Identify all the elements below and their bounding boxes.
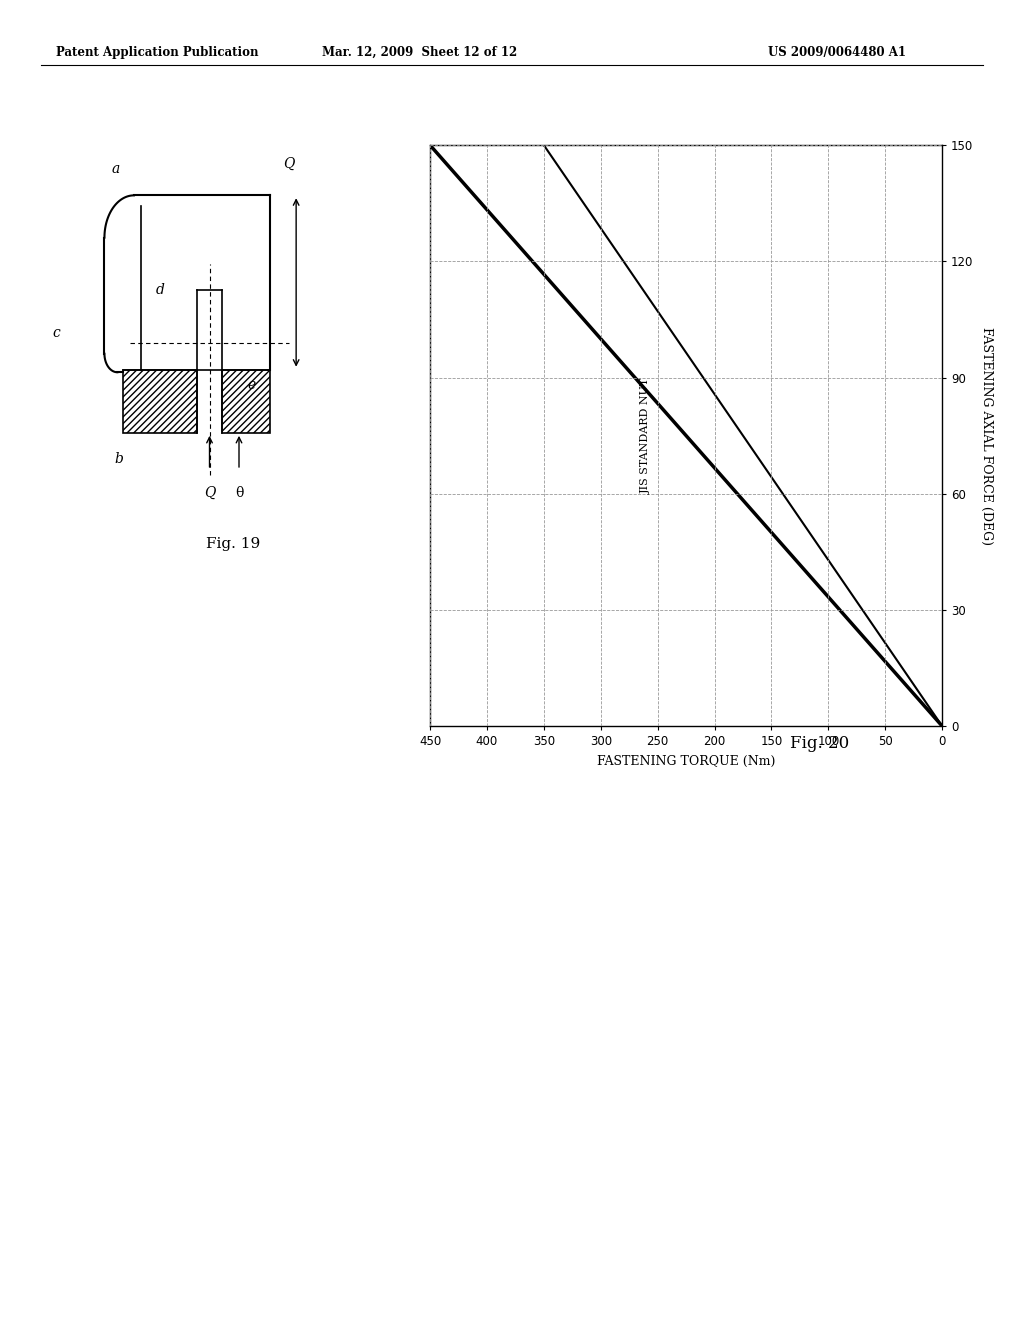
Text: θ: θ [234,486,243,500]
Text: a: a [112,162,120,176]
Text: d: d [156,284,164,297]
Text: Q: Q [283,157,295,170]
Text: Fig. 19: Fig. 19 [207,537,260,550]
X-axis label: FASTENING TORQUE (Nm): FASTENING TORQUE (Nm) [597,755,775,768]
Text: c: c [52,326,60,339]
Bar [222,370,270,433]
Text: JIS STANDARD NUT: JIS STANDARD NUT [641,378,651,494]
Text: Q: Q [204,486,215,500]
Bar [123,370,197,433]
Text: Patent Application Publication: Patent Application Publication [56,46,259,59]
Y-axis label: FASTENING AXIAL FORCE (DEG): FASTENING AXIAL FORCE (DEG) [980,326,993,545]
Text: Fig. 20: Fig. 20 [790,735,849,752]
Text: e: e [248,379,256,392]
Text: US 2009/0064480 A1: US 2009/0064480 A1 [768,46,906,59]
Text: Mar. 12, 2009  Sheet 12 of 12: Mar. 12, 2009 Sheet 12 of 12 [323,46,517,59]
Text: b: b [115,453,124,466]
